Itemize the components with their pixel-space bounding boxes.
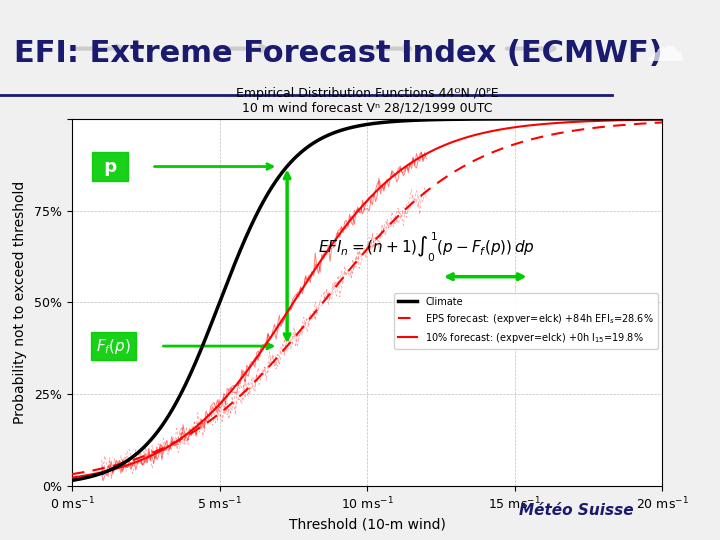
- Line: Climate: Climate: [72, 119, 662, 481]
- Title: Empirical Distribution Functions 44ᴼN /0ᴾE
10 m wind forecast Vⁿ 28/12/1999 0UTC: Empirical Distribution Functions 44ᴼN /0…: [236, 87, 498, 115]
- Text: Météo Suisse: Météo Suisse: [519, 503, 634, 518]
- 10% forecast: (expver=elck) +0h l₁₅=19.8%: (9.5, 73.1): (expver=elck) +0h l₁₅=19.8%: (9.5, 73.1): [348, 214, 356, 221]
- Text: ☁: ☁: [644, 28, 685, 70]
- 10% forecast: (expver=elck) +0h l₁₅=19.8%: (16.4, 98.8): (expver=elck) +0h l₁₅=19.8%: (16.4, 98.8…: [552, 120, 560, 126]
- EPS forecast: (expver=elck) +84h EFIₛ=28.6%: (19.5, 98.8): (expver=elck) +84h EFIₛ=28.6%: (19.5, 98…: [644, 120, 652, 126]
- Climate: [128, 454, 137, 461]
- X-axis label: Threshold (10-m wind): Threshold (10-m wind): [289, 518, 446, 532]
- Text: EFI: Extreme Forecast Index (ECMWF): EFI: Extreme Forecast Index (ECMWF): [14, 39, 663, 68]
- Text: $EFI_n = (n+1)\int_0^1(p - F_f(p))\,dp$: $EFI_n = (n+1)\int_0^1(p - F_f(p))\,dp$: [318, 231, 535, 264]
- Legend: Climate, EPS forecast: (expver=elck) +84h EFI$_s$=28.6%, 10% forecast: (expver=e: Climate, EPS forecast: (expver=elck) +84…: [394, 293, 657, 348]
- Climate: [328, 130, 336, 137]
- 10% forecast: (expver=elck) +0h l₁₅=19.8%: (10.8, 84): (expver=elck) +0h l₁₅=19.8%: (10.8, 84): [387, 174, 396, 181]
- Climate: [68, 477, 76, 484]
- 10% forecast: (expver=elck) +0h l₁₅=19.8%: (0, 2.3): (expver=elck) +0h l₁₅=19.8%: (0, 2.3): [68, 474, 76, 481]
- EPS forecast: (expver=elck) +84h EFIₛ=28.6%: (10.8, 71.7): (expver=elck) +84h EFIₛ=28.6%: (10.8, 71…: [387, 220, 396, 226]
- Climate: [658, 116, 667, 122]
- EPS forecast: (expver=elck) +84h EFIₛ=28.6%: (9.62, 61): (expver=elck) +84h EFIₛ=28.6%: (9.62, 61…: [351, 259, 360, 265]
- EPS forecast: (expver=elck) +84h EFIₛ=28.6%: (9.5, 59.9): (expver=elck) +84h EFIₛ=28.6%: (9.5, 59.…: [348, 263, 356, 269]
- 10% forecast: (expver=elck) +0h l₁₅=19.8%: (11.9, 90): (expver=elck) +0h l₁₅=19.8%: (11.9, 90): [419, 152, 428, 159]
- Text: p: p: [98, 158, 123, 176]
- EPS forecast: (expver=elck) +84h EFIₛ=28.6%: (0, 3.23): (expver=elck) +84h EFIₛ=28.6%: (0, 3.23): [68, 471, 76, 477]
- Climate: [539, 116, 547, 122]
- Y-axis label: Probability not to exceed threshold: Probability not to exceed threshold: [14, 181, 27, 424]
- Line: EPS forecast: (expver=elck) +84h EFIₛ=28.6%: EPS forecast: (expver=elck) +84h EFIₛ=28…: [72, 123, 662, 474]
- Climate: [307, 141, 315, 148]
- Climate: [528, 116, 536, 122]
- Text: $F_f(p)$: $F_f(p)$: [96, 336, 131, 355]
- 10% forecast: (expver=elck) +0h l₁₅=19.8%: (20, 99.8): (expver=elck) +0h l₁₅=19.8%: (20, 99.8): [658, 116, 667, 123]
- EPS forecast: (expver=elck) +84h EFIₛ=28.6%: (20, 99): (expver=elck) +84h EFIₛ=28.6%: (20, 99): [658, 119, 667, 126]
- 10% forecast: (expver=elck) +0h l₁₅=19.8%: (9.62, 74.3): (expver=elck) +0h l₁₅=19.8%: (9.62, 74.3…: [351, 210, 360, 217]
- 10% forecast: (expver=elck) +0h l₁₅=19.8%: (19.5, 99.8): (expver=elck) +0h l₁₅=19.8%: (19.5, 99.8…: [644, 117, 652, 123]
- EPS forecast: (expver=elck) +84h EFIₛ=28.6%: (11.9, 79.6): (expver=elck) +84h EFIₛ=28.6%: (11.9, 79…: [419, 191, 428, 197]
- EPS forecast: (expver=elck) +84h EFIₛ=28.6%: (16.4, 95.9): (expver=elck) +84h EFIₛ=28.6%: (16.4, 95…: [552, 131, 560, 137]
- Climate: [473, 116, 482, 122]
- Line: 10% forecast: (expver=elck) +0h l₁₅=19.8%: 10% forecast: (expver=elck) +0h l₁₅=19.8…: [72, 119, 662, 477]
